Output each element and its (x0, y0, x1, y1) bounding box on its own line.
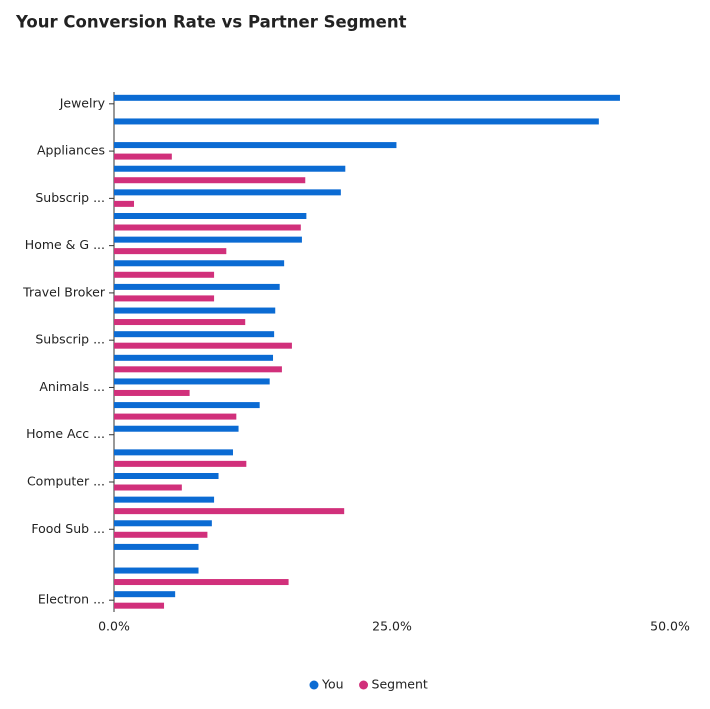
bar (114, 413, 237, 420)
y-tick-label: Food Sub ... (31, 521, 105, 536)
y-tick-label: Subscrip ... (35, 190, 105, 205)
bar (114, 213, 307, 219)
bar (114, 460, 247, 467)
y-tick-label: Home & G ... (25, 237, 105, 252)
bar (114, 591, 176, 598)
x-tick-label: 50.0% (650, 619, 690, 634)
y-tick-label: Animals ... (39, 379, 105, 394)
bar (114, 473, 219, 479)
bar (114, 567, 199, 574)
bar (114, 307, 276, 314)
bar (114, 165, 346, 172)
legend-marker (359, 680, 369, 690)
bar (114, 142, 397, 149)
bar (114, 189, 341, 196)
bar (114, 224, 301, 231)
bar (114, 319, 246, 326)
bar (114, 271, 215, 278)
bar (114, 449, 233, 456)
bar (114, 354, 274, 361)
bar (114, 602, 165, 609)
bar (114, 94, 620, 101)
bar (114, 484, 182, 491)
y-tick-label: Computer ... (27, 474, 105, 489)
bar (114, 248, 227, 255)
bar (114, 177, 306, 184)
legend-marker (309, 680, 319, 690)
legend-label: You (321, 677, 344, 692)
bar (114, 579, 289, 586)
bar (114, 118, 599, 125)
bar (114, 200, 135, 207)
y-tick-label: Travel Broker (22, 284, 106, 299)
bar (114, 366, 282, 373)
bar (114, 283, 280, 290)
bar (114, 508, 345, 515)
y-tick-label: Electron ... (38, 592, 105, 607)
y-tick-label: Home Acc ... (26, 426, 105, 441)
chart-title: Your Conversion Rate vs Partner Segment (15, 13, 407, 32)
bar (114, 331, 275, 338)
y-tick-label: Subscrip ... (35, 332, 105, 347)
bar (114, 496, 215, 503)
bar (114, 378, 270, 385)
bar (114, 543, 199, 550)
y-tick-label: Jewelry (59, 95, 106, 110)
bar (114, 236, 302, 243)
y-tick-label: Appliances (37, 143, 105, 158)
legend-label: Segment (372, 677, 428, 692)
bar (114, 389, 190, 396)
x-tick-label: 0.0% (98, 619, 130, 634)
x-tick-label: 25.0% (372, 619, 412, 634)
bar (114, 342, 292, 349)
bar (114, 520, 212, 527)
bar (114, 531, 208, 538)
bar (114, 295, 215, 302)
bar (114, 402, 260, 409)
bar (114, 260, 285, 267)
bar (114, 153, 172, 160)
bar (114, 425, 239, 432)
